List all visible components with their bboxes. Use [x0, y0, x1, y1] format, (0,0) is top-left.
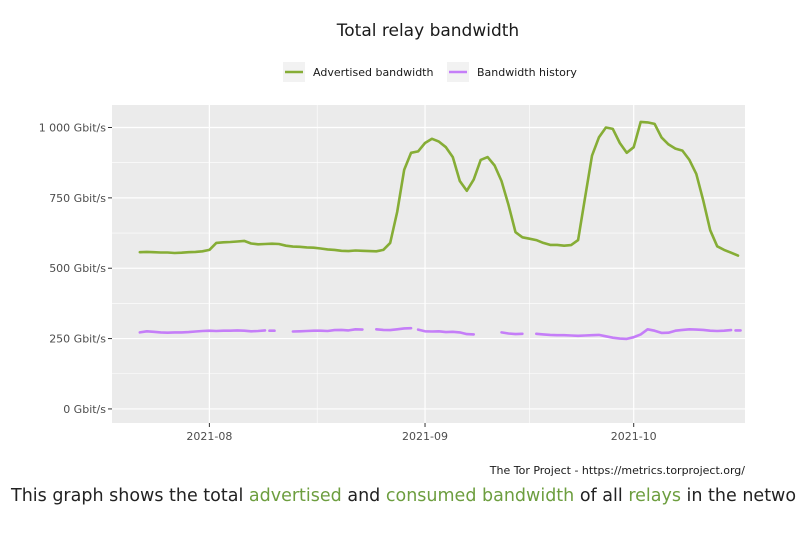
legend-label-history: Bandwidth history [477, 66, 577, 79]
chart-caption: This graph shows the total advertised an… [11, 486, 797, 506]
bandwidth-history-line [500, 331, 524, 336]
bandwidth-history-line [534, 327, 733, 341]
x-tick-label: 2021-10 [611, 430, 657, 443]
bandwidth-history-line [416, 328, 476, 336]
gridlines [112, 105, 745, 423]
x-tick-label: 2021-09 [402, 430, 448, 443]
plot-panel [112, 105, 745, 423]
chart-title: Total relay bandwidth [336, 21, 519, 41]
legend: Advertised bandwidth Bandwidth history [283, 62, 577, 82]
chart-credit: The Tor Project - https://metrics.torpro… [489, 464, 746, 477]
bandwidth-history-line [138, 329, 267, 335]
legend-label-advertised: Advertised bandwidth [313, 66, 433, 79]
x-tick-label: 2021-08 [186, 430, 232, 443]
y-tick-label: 500 Gbit/s [49, 262, 106, 275]
axes: 0 Gbit/s 250 Gbit/s 500 Gbit/s 750 Gbit/s 1 … [39, 122, 657, 443]
bandwidth-history-line [291, 327, 364, 333]
series-layer [138, 120, 742, 341]
relays-link[interactable]: relays [628, 486, 681, 506]
caption-mid1: and [347, 486, 381, 506]
caption-suffix: in the network. [686, 486, 797, 506]
y-tick-label: 250 Gbit/s [49, 333, 106, 346]
advertised-link[interactable]: advertised [248, 486, 342, 506]
consumed-bandwidth-link[interactable]: consumed bandwidth [385, 486, 575, 506]
y-tick-label: 750 Gbit/s [49, 192, 106, 205]
bandwidth-history-line [374, 326, 413, 332]
y-tick-label: 0 Gbit/s [63, 403, 106, 416]
bandwidth-chart: Total relay bandwidth Advertised bandwid… [39, 21, 746, 477]
y-tick-label: 1 000 Gbit/s [39, 122, 107, 135]
caption-mid2: of all [579, 486, 623, 506]
caption-prefix: This graph shows the total [11, 486, 244, 506]
advertised-bandwidth-line [138, 120, 740, 257]
